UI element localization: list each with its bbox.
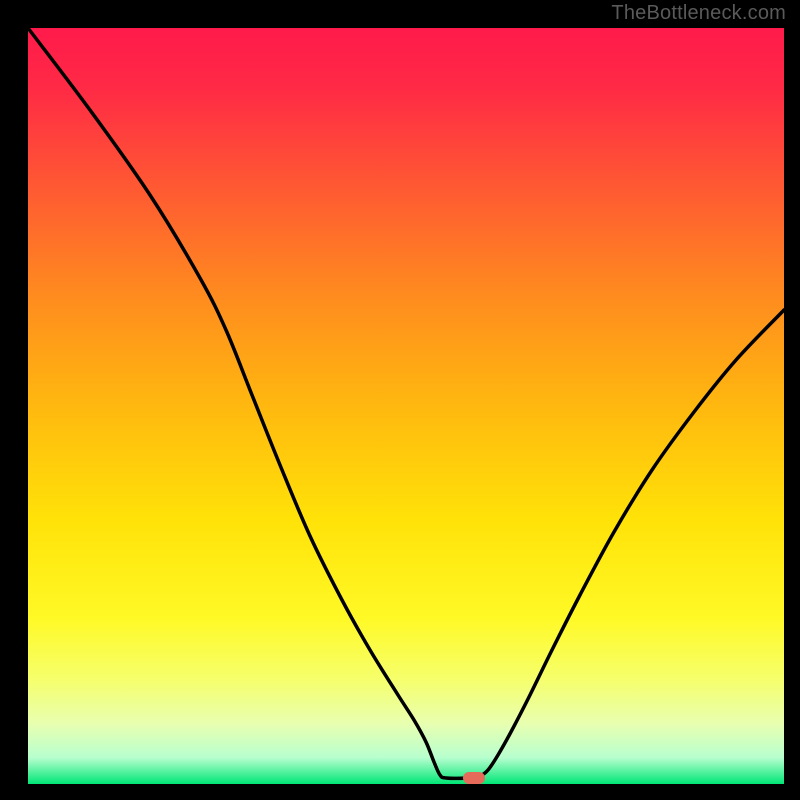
- plot-area: [28, 28, 784, 784]
- optimum-marker: [463, 772, 485, 784]
- chart-frame: TheBottleneck.com: [0, 0, 800, 800]
- watermark-text: TheBottleneck.com: [611, 2, 786, 25]
